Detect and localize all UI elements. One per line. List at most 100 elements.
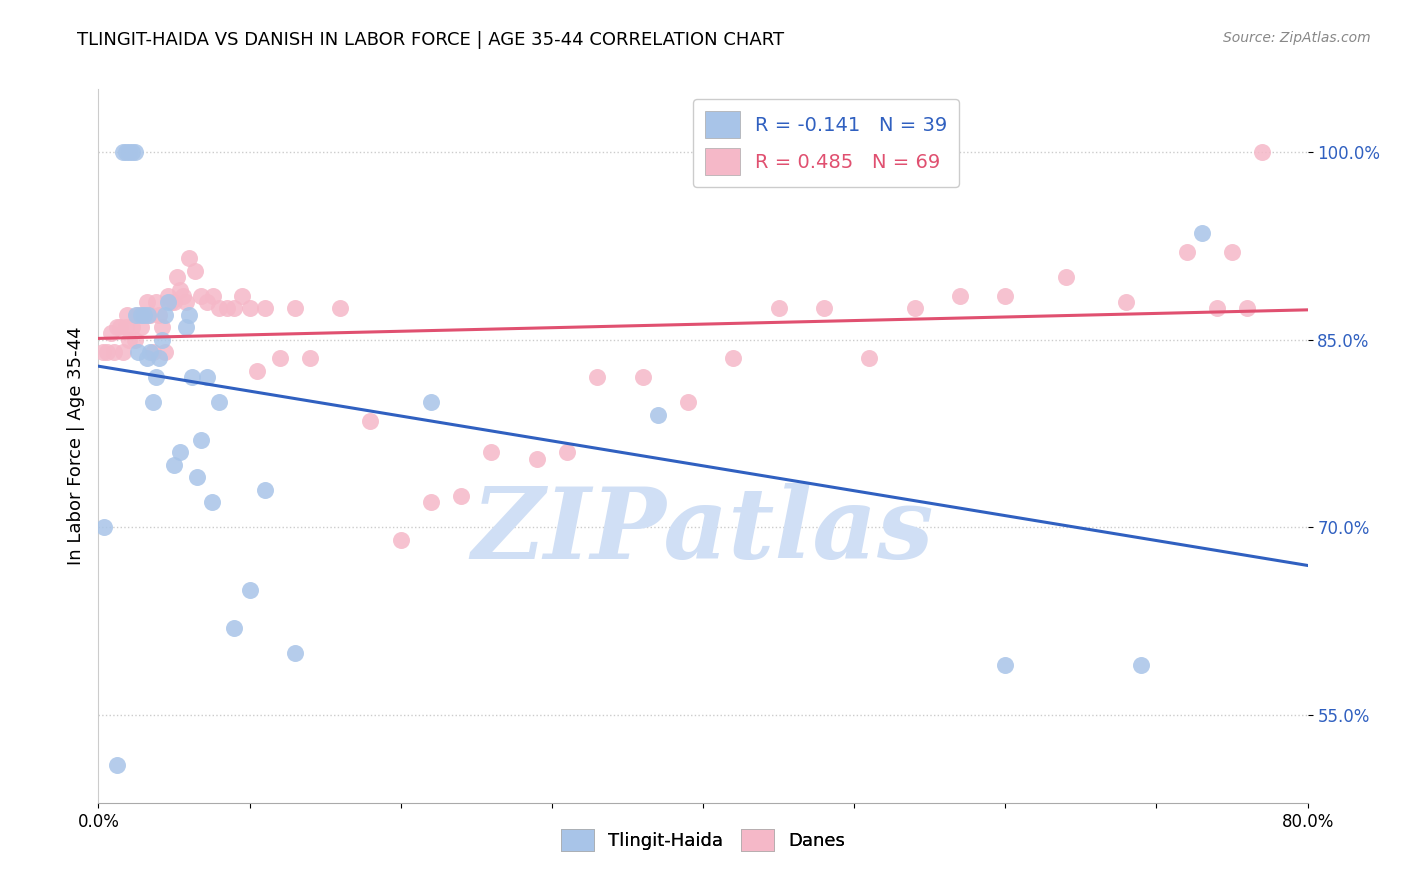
Point bbox=[1130, 658, 1153, 673]
Point bbox=[647, 408, 669, 422]
Point bbox=[111, 145, 134, 159]
Point bbox=[136, 308, 159, 322]
Point bbox=[208, 395, 231, 409]
Point bbox=[174, 295, 197, 310]
Point bbox=[139, 308, 162, 322]
Point bbox=[100, 326, 122, 341]
Point bbox=[269, 351, 291, 366]
Point bbox=[299, 351, 322, 366]
Point bbox=[420, 495, 443, 509]
Point bbox=[631, 370, 654, 384]
Point bbox=[121, 145, 143, 159]
Point bbox=[150, 333, 173, 347]
Point bbox=[186, 470, 208, 484]
Point bbox=[201, 495, 224, 509]
Text: TLINGIT-HAIDA VS DANISH IN LABOR FORCE | AGE 35-44 CORRELATION CHART: TLINGIT-HAIDA VS DANISH IN LABOR FORCE |… bbox=[77, 31, 785, 49]
Point bbox=[124, 145, 146, 159]
Point bbox=[904, 301, 927, 316]
Point bbox=[768, 301, 790, 316]
Point bbox=[125, 308, 148, 322]
Point bbox=[723, 351, 745, 366]
Point bbox=[949, 289, 972, 303]
Point bbox=[224, 621, 246, 635]
Point bbox=[156, 295, 179, 310]
Point bbox=[124, 333, 146, 347]
Point bbox=[190, 433, 212, 447]
Point bbox=[148, 351, 170, 366]
Point bbox=[121, 320, 143, 334]
Point bbox=[145, 370, 167, 384]
Point bbox=[139, 345, 162, 359]
Point bbox=[172, 289, 194, 303]
Point bbox=[994, 289, 1017, 303]
Point bbox=[555, 445, 578, 459]
Point bbox=[1054, 270, 1077, 285]
Point bbox=[142, 395, 165, 409]
Point bbox=[526, 451, 548, 466]
Point bbox=[150, 320, 173, 334]
Legend: Tlingit-Haida, Danes: Tlingit-Haida, Danes bbox=[554, 822, 852, 858]
Point bbox=[586, 370, 609, 384]
Point bbox=[163, 458, 186, 472]
Point bbox=[329, 301, 352, 316]
Point bbox=[118, 333, 141, 347]
Point bbox=[239, 301, 262, 316]
Point bbox=[145, 295, 167, 310]
Point bbox=[195, 295, 218, 310]
Point bbox=[114, 145, 136, 159]
Text: Source: ZipAtlas.com: Source: ZipAtlas.com bbox=[1223, 31, 1371, 45]
Point bbox=[135, 295, 157, 310]
Point bbox=[1115, 295, 1137, 310]
Point bbox=[190, 289, 212, 303]
Point bbox=[246, 364, 269, 378]
Point bbox=[166, 270, 188, 285]
Point bbox=[93, 520, 115, 534]
Point bbox=[115, 308, 138, 322]
Point bbox=[1206, 301, 1229, 316]
Point bbox=[105, 758, 128, 772]
Point bbox=[103, 345, 125, 359]
Point bbox=[132, 308, 155, 322]
Point bbox=[253, 483, 276, 497]
Text: ZIPatlas: ZIPatlas bbox=[472, 483, 934, 580]
Point bbox=[284, 646, 307, 660]
Point bbox=[129, 308, 152, 322]
Point bbox=[813, 301, 835, 316]
Point bbox=[91, 345, 114, 359]
Point bbox=[114, 320, 136, 334]
Point bbox=[253, 301, 276, 316]
Point bbox=[118, 145, 141, 159]
Point bbox=[195, 370, 218, 384]
Point bbox=[215, 301, 238, 316]
Point bbox=[858, 351, 880, 366]
Point bbox=[179, 251, 201, 265]
Point bbox=[239, 582, 262, 597]
Point bbox=[1175, 244, 1198, 259]
Point bbox=[208, 301, 231, 316]
Point bbox=[360, 414, 382, 428]
Point bbox=[156, 289, 179, 303]
Point bbox=[127, 308, 149, 322]
Point bbox=[132, 308, 155, 322]
Point bbox=[135, 351, 157, 366]
Y-axis label: In Labor Force | Age 35-44: In Labor Force | Age 35-44 bbox=[66, 326, 84, 566]
Point bbox=[181, 370, 204, 384]
Point bbox=[481, 445, 503, 459]
Point bbox=[129, 320, 152, 334]
Point bbox=[224, 301, 246, 316]
Point bbox=[169, 283, 191, 297]
Point bbox=[450, 489, 472, 503]
Point bbox=[1220, 244, 1243, 259]
Point bbox=[284, 301, 307, 316]
Point bbox=[148, 308, 170, 322]
Point bbox=[169, 445, 191, 459]
Point bbox=[163, 295, 186, 310]
Point bbox=[127, 345, 149, 359]
Point bbox=[96, 345, 118, 359]
Point bbox=[111, 345, 134, 359]
Point bbox=[1251, 145, 1274, 159]
Point bbox=[202, 289, 225, 303]
Point bbox=[994, 658, 1017, 673]
Point bbox=[153, 345, 176, 359]
Point bbox=[160, 295, 183, 310]
